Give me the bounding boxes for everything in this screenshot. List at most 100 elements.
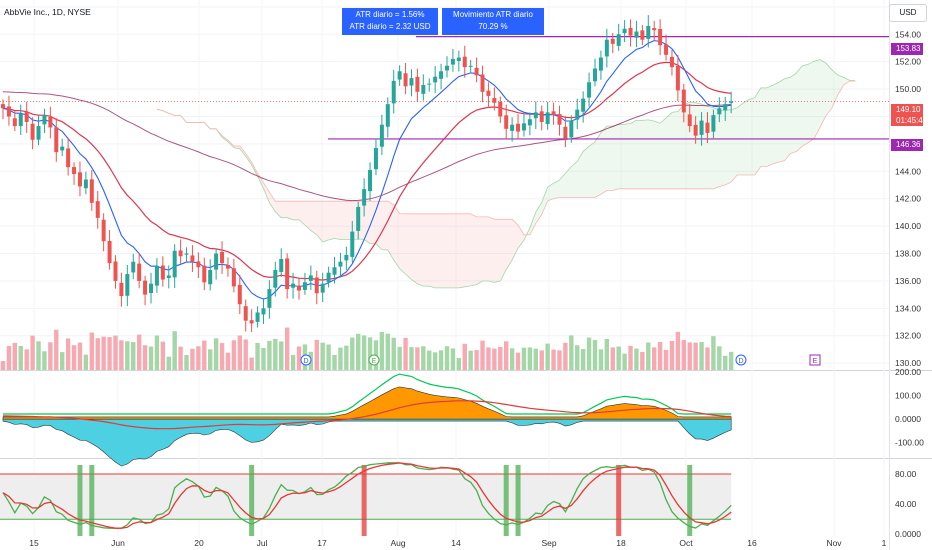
candle-body <box>66 148 71 168</box>
candle-body <box>427 83 432 85</box>
earnings-marker[interactable] <box>809 354 821 366</box>
volume-bar <box>545 343 550 370</box>
volume-bar <box>154 335 160 370</box>
volume-bar <box>190 348 195 370</box>
symbol-title: AbbVie Inc., 1D, NYSE <box>4 7 91 17</box>
candle-body <box>48 116 53 128</box>
cloud-segment <box>494 219 501 283</box>
cloud-segment <box>287 201 294 220</box>
cloud-segment <box>583 146 590 198</box>
cloud-segment <box>535 202 542 224</box>
cloud-span-b-line <box>156 80 856 236</box>
currency-selector[interactable]: USD <box>889 4 927 22</box>
volume-bar <box>462 343 467 370</box>
volume-bar <box>604 339 610 370</box>
candle-body <box>640 30 645 40</box>
volume-bar <box>314 339 319 370</box>
candle-body <box>675 65 680 91</box>
cloud-segment <box>346 201 353 240</box>
candle-body <box>178 250 183 257</box>
osc2-tick-label: 0.0000 <box>895 529 921 539</box>
time-tick-label: 17 <box>317 538 327 548</box>
candle-body <box>196 261 201 268</box>
dividend-marker[interactable] <box>368 354 380 366</box>
candle-body <box>587 82 592 98</box>
candle-body <box>521 123 526 131</box>
volume-bar <box>409 347 414 370</box>
volume-bar <box>586 337 592 370</box>
volume-bar <box>569 335 574 370</box>
volume-bar <box>160 341 166 370</box>
cloud-segment <box>719 110 726 187</box>
candle-body <box>634 31 639 38</box>
volume-bar <box>628 345 633 370</box>
cloud-segment <box>589 141 595 198</box>
candle-body <box>569 120 574 138</box>
candle-body <box>137 263 142 281</box>
marker-letter: E <box>813 358 818 365</box>
cloud-segment <box>506 219 513 270</box>
osc1-tick-label: -100.00 <box>895 438 924 448</box>
cloud-segment <box>612 124 619 191</box>
volume-bar <box>669 340 675 370</box>
volume-bar <box>521 347 527 370</box>
cloud-segment <box>275 201 282 218</box>
volume-bar <box>296 346 302 370</box>
cloud-segment <box>766 85 773 167</box>
volume-bar <box>474 350 479 370</box>
candle-body <box>350 231 355 257</box>
volume-bar <box>592 340 598 370</box>
cloud-segment <box>547 183 554 201</box>
level-tag-upper: 153.83 <box>891 43 923 55</box>
volume-bar <box>699 342 704 370</box>
candle-body <box>616 34 621 46</box>
candle-body <box>184 253 189 255</box>
time-tick-label: 1 <box>882 538 887 548</box>
osc1-tick-label: 200.00 <box>895 367 921 377</box>
volume-bar <box>184 354 189 370</box>
candle-body <box>107 240 112 264</box>
cloud-segment <box>677 105 684 189</box>
candle-body <box>729 101 734 103</box>
candle-body <box>332 267 337 275</box>
candle-body <box>308 275 313 281</box>
cloud-segment <box>843 77 850 85</box>
dividend-marker[interactable] <box>300 354 312 366</box>
volume-bar <box>498 346 503 370</box>
volume-bar <box>492 348 497 370</box>
cloud-segment <box>293 201 299 220</box>
cloud-segment <box>376 201 382 250</box>
candle-body <box>373 148 378 170</box>
candle-body <box>575 109 580 120</box>
volume-bar <box>0 361 6 370</box>
cloud-segment <box>476 216 483 285</box>
volume-bar <box>456 357 462 370</box>
price-tick-label: 138.00 <box>895 249 921 259</box>
candle-body <box>190 255 195 262</box>
time-tick-label: Oct <box>679 538 693 548</box>
volume-bar <box>267 340 272 370</box>
candle-body <box>563 126 568 139</box>
volume-bar <box>379 331 385 370</box>
volume-bar <box>338 347 343 370</box>
candle-body <box>77 172 82 187</box>
volume-bar <box>202 340 207 370</box>
volume-bar <box>95 338 100 370</box>
volume-bar <box>515 352 521 370</box>
volume-bar <box>273 338 278 370</box>
volume-bar <box>261 347 266 370</box>
dividend-marker[interactable] <box>735 354 747 366</box>
candle-body <box>681 89 686 113</box>
candle-body <box>279 259 284 272</box>
cloud-segment <box>417 213 424 287</box>
volume-bar <box>557 350 562 370</box>
cloud-segment <box>772 82 779 164</box>
volume-bar <box>326 344 331 370</box>
candle-body <box>24 111 29 122</box>
candle-body <box>214 253 219 270</box>
volume-bar <box>723 355 728 370</box>
osc1-orange-area <box>2 386 732 420</box>
cloud-segment <box>429 213 436 288</box>
price-tick-label: 130.00 <box>895 358 921 368</box>
